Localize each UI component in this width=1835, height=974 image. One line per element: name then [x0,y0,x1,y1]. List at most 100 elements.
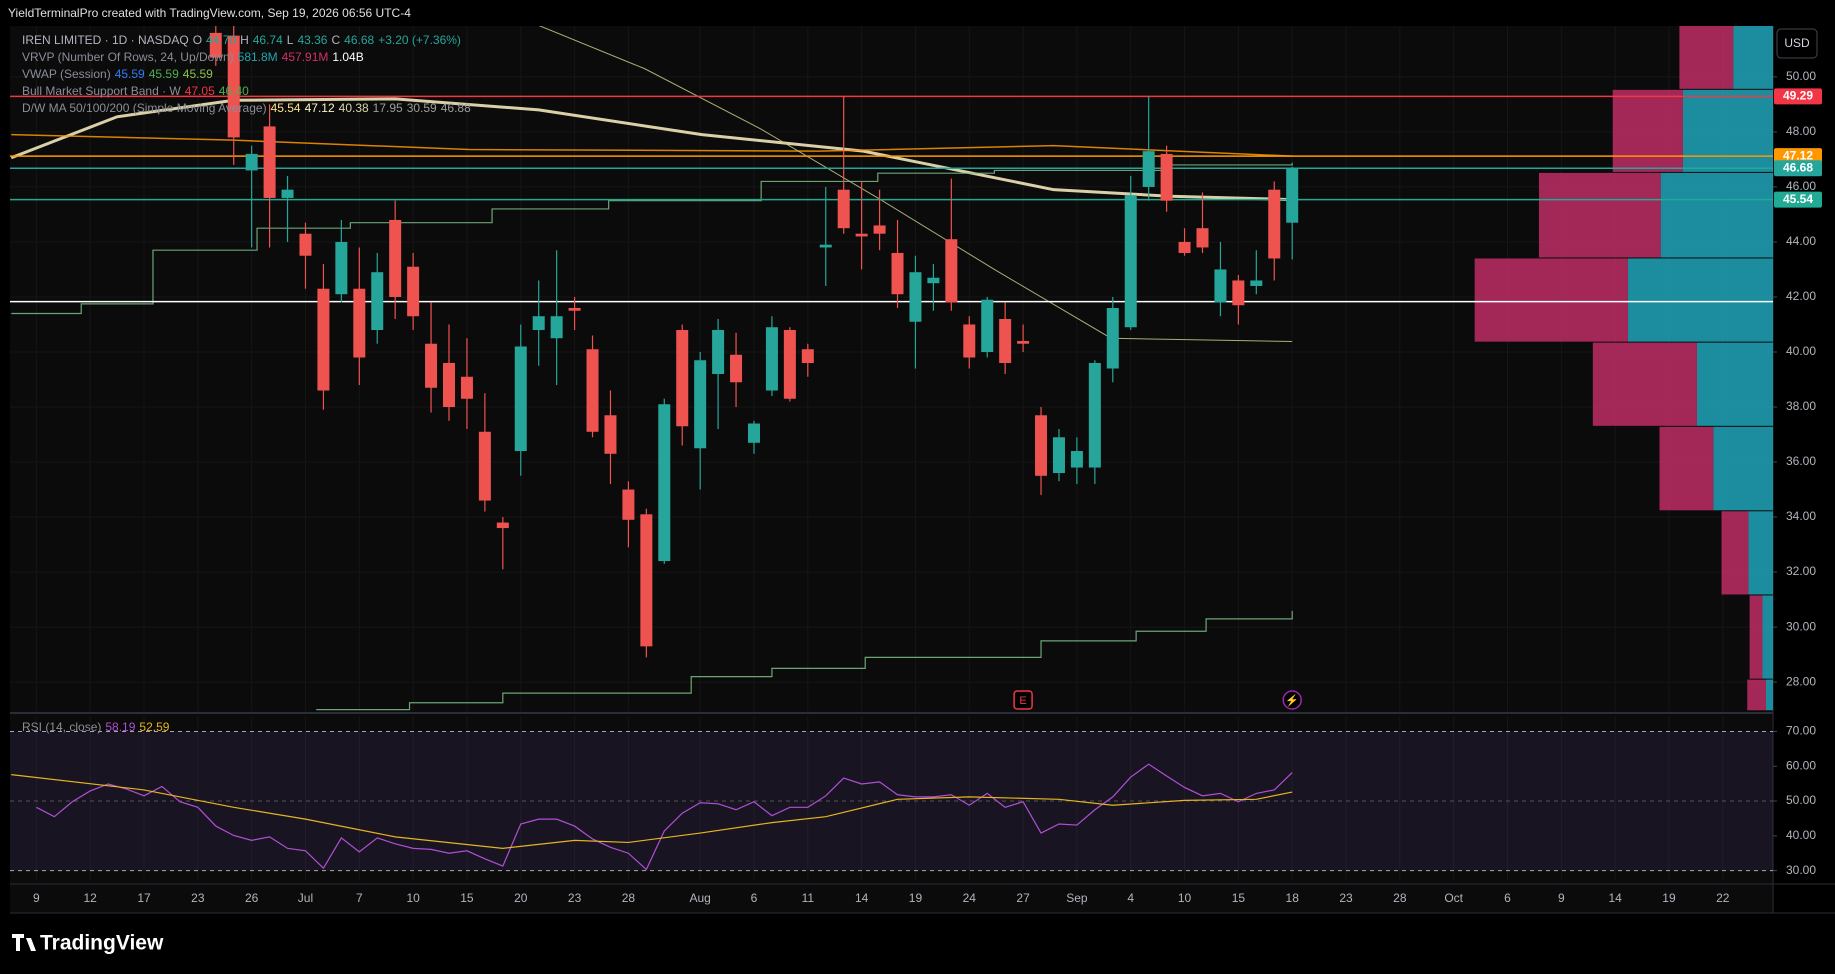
profile-down-bar [1539,172,1661,258]
x-tick-label: 12 [84,891,98,905]
ohlc-label: L [287,33,294,47]
profile-down-bar [1659,426,1714,511]
candle-body [873,225,886,234]
candle-body [1106,307,1119,369]
candle-body [263,126,276,198]
candle-body [389,219,402,297]
y-tick-label: 38.00 [1786,399,1816,413]
indicator-name: VRVP (Number Of Rows, 24, Up/Down) [22,50,234,64]
candle-body [1232,280,1245,306]
x-tick-label: 15 [460,891,474,905]
x-tick-label: 23 [1339,891,1353,905]
profile-up-bar [1713,426,1773,511]
profile-up-bar [1696,342,1773,426]
candle-body [694,360,707,449]
overlay-line [10,97,1293,202]
ohlc-value: 43.36 [297,33,327,47]
profile-down-bar [1749,595,1763,679]
candle-body [963,324,976,358]
candle-body [945,239,958,303]
indicator-value: 47.05 [185,84,215,98]
profile-down-bar [1474,258,1628,342]
rsi-y-tick-label: 50.00 [1786,793,1816,807]
price-line-label-box [1774,160,1822,177]
indicator-value: 46.40 [219,84,249,98]
price-change: +3.20 (+7.36%) [378,33,461,47]
candle-body [1178,241,1191,253]
ohlc-label: H [240,33,249,47]
indicator-value: 45.59 [115,67,145,81]
y-tick-label: 34.00 [1786,509,1816,523]
price-line-label: 49.29 [1783,89,1813,103]
candle-body [819,244,832,248]
x-tick-label: 18 [1286,891,1300,905]
x-tick-label: Sep [1066,891,1088,905]
x-tick-label: Jul [298,891,313,905]
candle-body [783,329,796,399]
indicator-value: 45.59 [149,67,179,81]
candle-body [1052,437,1065,474]
indicator-name: Bull Market Support Band · W [22,84,181,98]
price-line-label-box [1774,88,1822,105]
candle-body [209,32,222,58]
candle-body [1268,189,1281,259]
candle-body [460,376,473,399]
candle-body [676,329,689,427]
candle-body [927,277,940,284]
candle-body [1035,415,1048,476]
candle-body [981,299,994,352]
profile-up-bar [1748,511,1773,595]
x-tick-label: 11 [802,891,815,905]
x-tick-label: 10 [1178,891,1192,905]
x-tick-label: 10 [406,891,420,905]
y-tick-label: 32.00 [1786,564,1816,578]
candle-body [909,272,922,322]
candle-body [999,318,1012,363]
y-tick-label: 42.00 [1786,289,1816,303]
x-tick-label: 19 [909,891,923,905]
y-tick-label: 36.00 [1786,454,1816,468]
candle-body [1214,269,1227,303]
x-tick-label: 6 [1504,891,1511,905]
rsi-y-tick-label: 40.00 [1786,828,1816,842]
plot-area [10,26,1773,913]
indicator-value: 46.88 [441,101,471,115]
event-marker [1013,690,1033,710]
x-tick-label: 14 [1608,891,1622,905]
y-tick-label: 30.00 [1786,619,1816,633]
price-line-label-box [1774,148,1822,165]
candle-body [801,349,814,363]
candle-body [568,307,581,311]
y-tick-label: 44.00 [1786,234,1816,248]
currency-button[interactable] [1776,28,1818,59]
x-tick-label: 9 [1558,891,1565,905]
candle-body [765,327,778,391]
candle-body [622,489,635,520]
ohlc-label: C [331,33,340,47]
candle-body [353,288,366,358]
price-line-label: 47.12 [1783,148,1813,162]
profile-up-bar [1627,258,1773,342]
brand-logo: TradingView [12,932,164,955]
candle-body [1142,151,1155,187]
candle-body [1250,280,1263,286]
overlay-line [11,162,1293,315]
indicator-value: 45.59 [183,67,213,81]
candle-body [281,189,294,198]
rsi-name: RSI (14, close) [22,720,101,734]
indicator-value: 1.04B [332,50,363,64]
x-tick-label: 19 [1662,891,1676,905]
indicator-value: 457.91M [282,50,329,64]
x-tick-label: 14 [855,891,869,905]
currency-label[interactable]: USD [1784,36,1810,50]
price-pane [10,26,1773,711]
ohlc-label: O [193,33,202,47]
legend-row: D/W MA 50/100/200 (Simple Moving Average… [22,101,471,115]
rsi-y-tick-label: 30.00 [1786,863,1816,877]
profile-down-bar [1679,26,1734,89]
ohlc-value: 46.74 [253,33,283,47]
candle-body [586,349,599,432]
candle-body [317,288,330,391]
